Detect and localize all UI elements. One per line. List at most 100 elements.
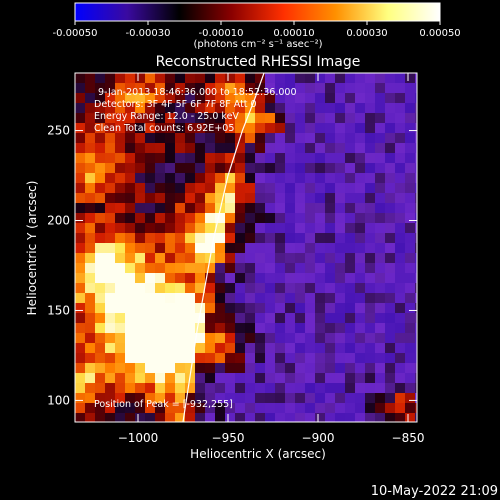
heatmap-cell <box>185 363 196 374</box>
heatmap-cell <box>275 133 286 144</box>
heatmap-cell <box>225 333 236 344</box>
heatmap-cell <box>295 363 306 374</box>
heatmap-cell <box>165 313 176 324</box>
heatmap-cell <box>395 183 406 194</box>
heatmap-cell <box>315 133 326 144</box>
heatmap-cell <box>225 193 236 204</box>
heatmap-cell <box>415 333 417 344</box>
heatmap-cell <box>105 163 116 174</box>
heatmap-cell <box>105 143 116 154</box>
heatmap-cell <box>115 83 126 94</box>
heatmap-cell <box>335 163 346 174</box>
heatmap-cell <box>405 143 416 154</box>
heatmap-cell <box>215 193 226 204</box>
heatmap-cell <box>155 383 166 394</box>
heatmap-cell <box>215 323 226 334</box>
heatmap-cell <box>385 93 396 104</box>
heatmap-cell <box>375 253 386 264</box>
heatmap-cell <box>295 163 306 174</box>
heatmap-cell <box>115 213 126 224</box>
heatmap-cell <box>345 213 356 224</box>
x-axis-label: Heliocentric X (arcsec) <box>190 447 326 461</box>
heatmap-cell <box>165 323 176 334</box>
heatmap-cell <box>335 403 346 414</box>
heatmap-cell <box>205 363 216 374</box>
heatmap-cell <box>225 203 236 214</box>
heatmap-cell <box>275 383 286 394</box>
heatmap-cell <box>185 133 196 144</box>
heatmap-cell <box>305 413 316 422</box>
heatmap-cell <box>155 103 166 114</box>
heatmap-cell <box>335 223 346 234</box>
heatmap-cell <box>145 163 156 174</box>
heatmap-cell <box>335 373 346 384</box>
heatmap-cell <box>395 223 406 234</box>
heatmap-cell <box>255 333 266 344</box>
heatmap-cell <box>285 73 296 84</box>
heatmap-cell <box>145 213 156 224</box>
heatmap-cell <box>375 153 386 164</box>
heatmap-cell <box>75 383 86 394</box>
heatmap-cell <box>135 203 146 214</box>
heatmap-cell <box>305 363 316 374</box>
heatmap-cell <box>185 263 196 274</box>
heatmap-cell <box>415 403 417 414</box>
heatmap-cell <box>315 413 326 422</box>
heatmap-cell <box>305 393 316 404</box>
heatmap-cell <box>185 383 196 394</box>
heatmap-cell <box>245 233 256 244</box>
heatmap-cell <box>245 193 256 204</box>
heatmap-cell <box>205 103 216 114</box>
heatmap-cell <box>235 203 246 214</box>
heatmap-cell <box>195 193 206 204</box>
heatmap-cell <box>85 343 96 354</box>
heatmap-cell <box>375 93 386 104</box>
heatmap-cell <box>365 283 376 294</box>
heatmap-cell <box>85 283 96 294</box>
heatmap-cell <box>215 413 226 422</box>
heatmap-cell <box>315 263 326 274</box>
heatmap-cell <box>205 303 216 314</box>
heatmap-cell <box>75 73 86 84</box>
heatmap-cell <box>335 383 346 394</box>
heatmap-cell <box>215 353 226 364</box>
heatmap-cell <box>235 333 246 344</box>
heatmap-cell <box>325 393 336 404</box>
heatmap-cell <box>225 323 236 334</box>
heatmap-cell <box>165 363 176 374</box>
heatmap-cell <box>235 123 246 134</box>
heatmap-cell <box>325 103 336 114</box>
heatmap-cell <box>345 83 356 94</box>
heatmap-cell <box>305 133 316 144</box>
heatmap-cell <box>105 273 116 284</box>
heatmap-cell <box>155 283 166 294</box>
heatmap-cell <box>165 393 176 404</box>
heatmap-cell <box>255 413 266 422</box>
heatmap-cell <box>255 383 266 394</box>
heatmap-cell <box>305 243 316 254</box>
heatmap-cell <box>155 363 166 374</box>
heatmap-cell <box>195 213 206 224</box>
x-tick-label: −850 <box>392 431 425 445</box>
heatmap-cell <box>135 143 146 154</box>
heatmap-cell <box>275 83 286 94</box>
heatmap-cell <box>85 193 96 204</box>
heatmap-cell <box>395 293 406 304</box>
heatmap-cell <box>255 263 266 274</box>
heatmap-cell <box>155 373 166 384</box>
heatmap-cell <box>295 403 306 414</box>
heatmap-cell <box>315 83 326 94</box>
heatmap-cell <box>405 103 416 114</box>
heatmap-cell <box>155 353 166 364</box>
heatmap-cell <box>225 123 236 134</box>
heatmap-cell <box>75 363 86 374</box>
annotation-text: 9-Jan-2013 18:46:36.000 to 18:52:36.000 <box>98 87 296 98</box>
heatmap-cell <box>315 243 326 254</box>
heatmap-cell <box>95 83 106 94</box>
heatmap-cell <box>235 283 246 294</box>
heatmap-cell <box>335 113 346 124</box>
heatmap-cell <box>155 153 166 164</box>
heatmap-cell <box>325 353 336 364</box>
heatmap-cell <box>245 263 256 274</box>
heatmap-cell <box>75 173 86 184</box>
